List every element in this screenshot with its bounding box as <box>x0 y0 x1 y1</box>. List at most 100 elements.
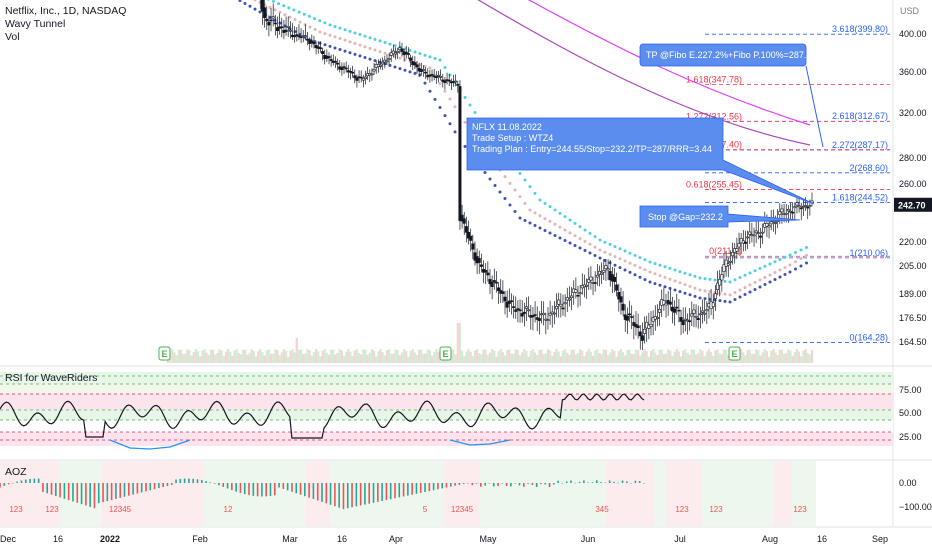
volume-bar <box>325 352 328 363</box>
aoz-bar <box>389 483 392 500</box>
candle-body <box>784 212 788 215</box>
volume-bar <box>540 349 543 363</box>
tunnel-dot <box>393 65 397 69</box>
aoz-bar <box>441 483 444 489</box>
aoz-bg-cell <box>294 461 300 526</box>
volume-bar <box>684 349 687 363</box>
tunnel-dot <box>683 291 687 295</box>
volume-bar <box>542 354 545 363</box>
volume-bar <box>261 352 264 363</box>
volume-bar <box>722 349 726 363</box>
candle-body <box>724 259 728 267</box>
candle-body <box>336 62 340 65</box>
tunnel-dot <box>633 253 637 257</box>
aoz-bar <box>273 483 276 496</box>
tunnel-dot <box>708 277 712 281</box>
tunnel-dot <box>368 57 372 61</box>
candle-body <box>615 284 619 291</box>
tunnel-dot <box>799 257 803 260</box>
volume-bar <box>409 350 412 363</box>
price-axis[interactable]: USD400.00360.00320.00280.00260.00240.002… <box>894 6 932 512</box>
tunnel-dot <box>693 286 697 290</box>
trade-annotations[interactable]: TP @Fibo E.227.2%+Fibo P.100%=287.0 NFLX … <box>466 43 824 228</box>
aoz-bg-cell <box>240 461 246 526</box>
volume-bar <box>379 349 382 363</box>
candle-body <box>703 312 707 315</box>
time-axis[interactable]: Dec 16 2022 Feb Mar 16 Apr May Jun Jul Aug 16 Sep <box>0 534 888 544</box>
volume-bar <box>553 351 556 363</box>
aoz-bg-cell <box>438 461 444 526</box>
volume-bar <box>645 351 648 363</box>
volume-bar <box>546 349 550 363</box>
candle-body <box>685 319 689 322</box>
candle-body <box>743 241 747 244</box>
tunnel-dot <box>253 0 257 2</box>
tunnel-dot <box>758 267 762 270</box>
volume-bar <box>808 354 811 363</box>
volume-bar <box>484 349 487 363</box>
volume-bar <box>366 354 369 363</box>
aoz-bar <box>316 483 319 501</box>
volume-bar <box>327 354 331 363</box>
tunnel-dot <box>723 292 727 296</box>
aoz-bar <box>475 483 478 484</box>
tunnel-dot <box>508 203 512 207</box>
candle-body <box>413 62 417 66</box>
candle-body <box>673 308 677 313</box>
symbol-title[interactable]: Netflix, Inc., 1D, NASDAQ <box>5 5 127 17</box>
tunnel-dot <box>543 217 547 221</box>
aoz-count-label: 5 <box>423 505 428 514</box>
volume-bar <box>293 352 296 363</box>
volume-bar <box>362 349 365 363</box>
aoz-bar <box>183 478 186 483</box>
tunnel-dot <box>693 294 697 298</box>
volume-bar <box>491 349 494 363</box>
tunnel-dot <box>613 263 617 267</box>
volume-bar <box>682 350 685 363</box>
volume-bar <box>615 356 618 363</box>
volume-bar <box>531 349 535 363</box>
candle-body <box>585 284 589 287</box>
tunnel-dot <box>543 229 547 232</box>
candle-body <box>391 50 395 55</box>
volume-bar <box>763 349 766 363</box>
long-moving-averages <box>477 0 811 146</box>
volume-bar <box>227 349 230 363</box>
volume-bar <box>252 350 255 363</box>
currency-label: USD <box>900 6 920 16</box>
volume-bar <box>177 349 180 363</box>
tunnel-dot <box>653 272 657 276</box>
candle-body <box>434 76 438 78</box>
volume-bar <box>222 356 225 363</box>
aoz-count-label: 345 <box>595 505 609 514</box>
rsi-oversold-segment <box>449 439 511 446</box>
aoz-bar <box>158 483 160 489</box>
study-volume[interactable]: Vol <box>5 31 20 43</box>
volume-bar <box>465 351 468 363</box>
tunnel-dot <box>728 293 732 297</box>
rsi-pane-title[interactable]: RSI for WaveRiders <box>5 372 98 384</box>
tunnel-dot <box>313 28 317 32</box>
aoz-bar <box>557 480 559 483</box>
aoz-bg-cell <box>186 461 192 526</box>
tunnel-dot <box>698 288 702 292</box>
candle-body <box>280 26 284 29</box>
aoz-bar <box>222 483 225 487</box>
long-ma-2 <box>477 0 811 146</box>
study-wavy-tunnel[interactable]: Wavy Tunnel <box>5 18 66 30</box>
tunnel-dot <box>583 239 587 243</box>
aoz-bg-cell <box>702 461 708 526</box>
tunnel-dot <box>513 210 517 213</box>
aoz-bg-cell <box>12 461 18 526</box>
candle-body <box>329 59 333 61</box>
candlestick-series[interactable] <box>169 0 814 350</box>
aoz-bar <box>510 483 512 487</box>
volume-bar <box>649 350 653 363</box>
volume-bar <box>572 349 575 363</box>
aoz-pane-title[interactable]: AOZ <box>5 466 27 478</box>
aoz-bar <box>501 483 504 484</box>
aoz-bar <box>587 482 589 484</box>
candle-body <box>520 313 524 317</box>
